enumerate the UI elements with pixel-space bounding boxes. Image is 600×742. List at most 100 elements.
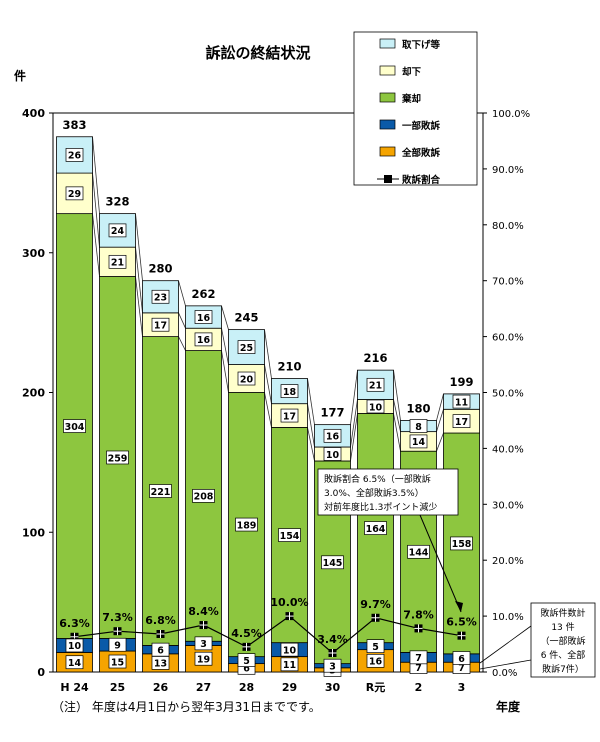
y2-tick-label: 0.0% xyxy=(492,668,517,679)
y-tick-label: 100 xyxy=(22,526,45,539)
value-box xyxy=(409,434,428,449)
value-label: 17 xyxy=(154,321,167,332)
x-tick-label: 28 xyxy=(239,681,254,694)
value-box xyxy=(452,651,471,665)
value-label: 5 xyxy=(243,656,250,667)
legend xyxy=(353,31,478,186)
value-label: 3 xyxy=(200,639,207,650)
value-box xyxy=(364,521,387,535)
connector-line xyxy=(264,364,272,404)
value-label: 5 xyxy=(372,642,379,653)
value-label: 21 xyxy=(369,381,382,392)
value-label: 17 xyxy=(283,411,296,422)
value-box xyxy=(452,414,471,428)
value-box xyxy=(278,528,301,542)
value-box xyxy=(108,637,127,652)
connector-line xyxy=(178,280,186,306)
value-box xyxy=(237,371,256,386)
value-label: 221 xyxy=(151,487,171,498)
value-box xyxy=(149,484,172,498)
value-box xyxy=(323,658,342,673)
value-box xyxy=(280,384,299,398)
connector-line xyxy=(393,413,401,452)
value-box xyxy=(237,653,256,667)
value-box xyxy=(409,419,428,433)
x-tick-label: H 24 xyxy=(60,681,89,694)
x-tick-label: 27 xyxy=(196,681,211,694)
total-label: 383 xyxy=(62,118,86,132)
x-tick-label: 26 xyxy=(153,681,169,694)
value-box xyxy=(323,447,342,461)
x-tick-label: 3 xyxy=(458,681,466,694)
connector-line xyxy=(221,350,229,393)
connector-line xyxy=(221,305,229,330)
y-tick-label: 400 xyxy=(22,107,45,120)
y2-tick-label: 80.0% xyxy=(492,221,524,232)
value-label: 10 xyxy=(326,450,340,461)
value-box xyxy=(192,489,215,503)
value-label: 15 xyxy=(111,657,124,668)
value-label: 6 xyxy=(458,654,465,665)
value-label: 145 xyxy=(323,558,343,569)
annotation-text: 敗訴件数計 xyxy=(540,607,585,619)
value-box xyxy=(65,186,84,201)
value-label: 29 xyxy=(68,189,81,200)
arrowhead xyxy=(455,601,463,612)
value-label: 18 xyxy=(283,387,297,398)
x-tick-label: 30 xyxy=(325,681,341,694)
total-label: 210 xyxy=(277,360,301,374)
connector-line xyxy=(178,336,186,351)
y2-tick-label: 40.0% xyxy=(492,444,524,455)
connector-line xyxy=(135,276,143,337)
y-axis-unit: 件 xyxy=(14,68,26,83)
ratio-label: 4.5% xyxy=(231,627,262,640)
y2-tick-label: 90.0% xyxy=(492,165,524,176)
value-label: 17 xyxy=(455,417,468,428)
value-label: 189 xyxy=(237,520,257,531)
total-label: 328 xyxy=(105,195,129,209)
connector-line xyxy=(307,403,315,448)
value-label: 7 xyxy=(458,663,465,674)
value-label: 154 xyxy=(280,531,300,542)
x-tick-label: 29 xyxy=(282,681,297,694)
connector-line xyxy=(221,328,229,365)
ratio-label: 9.7% xyxy=(360,598,391,611)
connector-line xyxy=(264,392,272,428)
annotation-text: 13 件 xyxy=(551,621,574,633)
chart-title: 訴訟の終結状況 xyxy=(205,44,310,62)
value-box xyxy=(65,638,84,653)
y2-tick-label: 60.0% xyxy=(492,333,524,344)
value-label: 14 xyxy=(68,658,82,669)
value-label: 164 xyxy=(366,524,386,535)
total-label: 199 xyxy=(449,375,473,389)
value-label: 11 xyxy=(455,397,468,408)
total-label: 216 xyxy=(363,351,387,365)
value-label: 11 xyxy=(283,660,296,671)
connector-line xyxy=(350,370,358,425)
annotation-arrow xyxy=(419,514,462,613)
connector-line xyxy=(436,393,444,421)
value-label: 16 xyxy=(326,432,340,443)
legend-swatch xyxy=(379,146,396,157)
y-tick-label: 300 xyxy=(22,247,45,260)
value-box xyxy=(151,317,170,332)
value-box xyxy=(450,536,473,551)
connector-line xyxy=(436,409,444,432)
value-box xyxy=(194,636,213,651)
annotation-box xyxy=(530,602,596,678)
connector-line xyxy=(92,173,100,248)
annotation-text: 敗訴7件） xyxy=(542,663,584,675)
value-label: 16 xyxy=(369,657,383,668)
value-label: 19 xyxy=(197,655,210,666)
annotation-leader xyxy=(479,625,532,664)
connector-line xyxy=(307,378,315,425)
value-box xyxy=(366,653,385,668)
total-label: 177 xyxy=(320,406,344,420)
ratio-label: 7.8% xyxy=(403,608,434,621)
value-label: 6 xyxy=(243,664,250,675)
value-label: 16 xyxy=(197,335,211,346)
value-label: 14 xyxy=(412,437,426,448)
value-box xyxy=(366,377,385,392)
value-box xyxy=(452,394,471,409)
